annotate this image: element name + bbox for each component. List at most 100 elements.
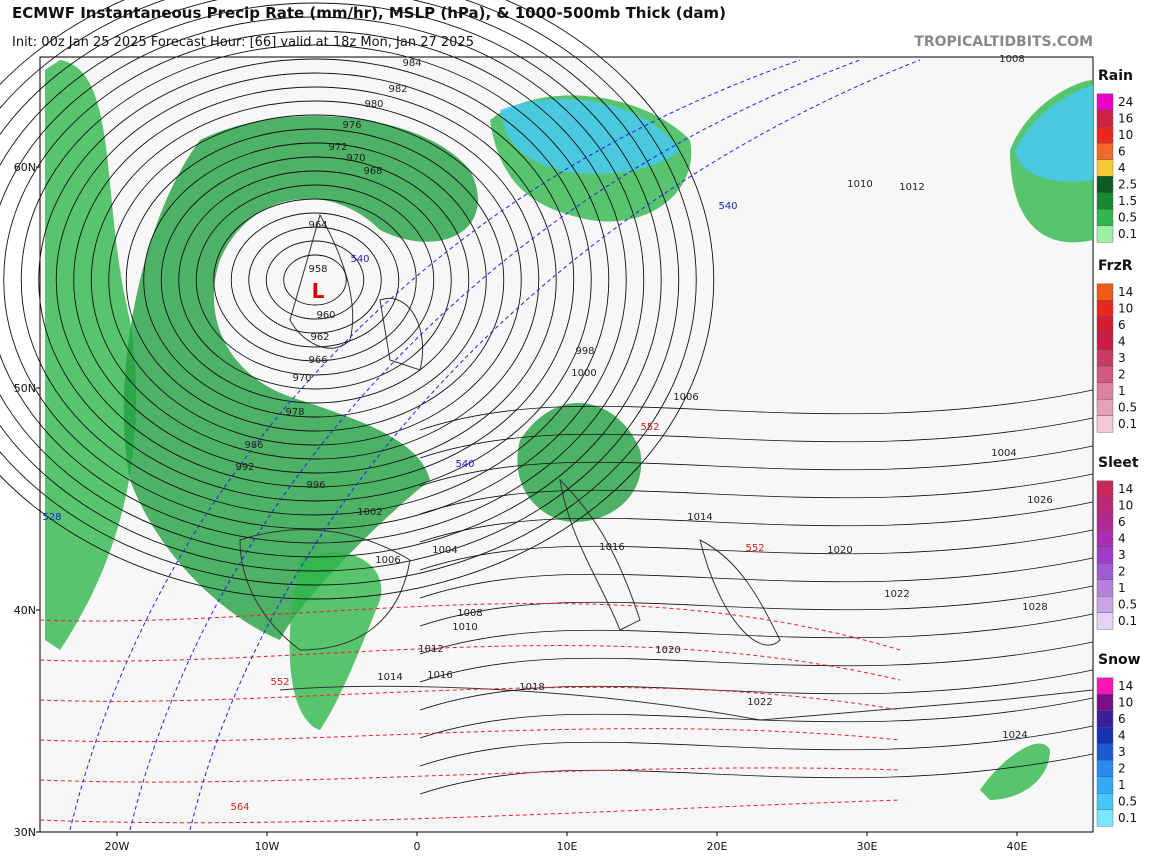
precip-area: [289, 552, 382, 730]
legend-swatch: [1096, 612, 1114, 630]
lat-label: 60N: [14, 161, 36, 174]
legend-tick-label: 2: [1118, 368, 1126, 382]
contour-label: 1016: [599, 542, 624, 553]
contour-label: 978: [285, 407, 304, 418]
contour-label: 564: [230, 802, 249, 813]
legend-swatch: [1096, 283, 1114, 301]
legend-swatch: [1096, 793, 1114, 810]
thickness-line: [39, 767, 901, 783]
legend-swatch: [1096, 809, 1114, 827]
contour-label: 540: [718, 201, 737, 212]
legend-swatch: [1096, 497, 1114, 514]
legend-tick-label: 0.1: [1118, 227, 1137, 241]
legend-tick-label: 2: [1118, 762, 1126, 776]
isobar: [419, 557, 1094, 599]
contour-label: 1006: [673, 392, 698, 403]
isobar: [419, 725, 1094, 767]
title: ECMWF Instantaneous Precip Rate (mm/hr),…: [12, 4, 726, 22]
legend-tick-label: 10: [1118, 302, 1133, 316]
contour-label: 540: [455, 459, 474, 470]
contour-label: 528: [42, 512, 61, 523]
contour-label: 980: [364, 99, 383, 110]
lon-label: 40E: [1007, 840, 1028, 853]
contour-label: 958: [308, 264, 327, 275]
legend-tick-label: 0.1: [1118, 811, 1137, 825]
lat-label: 30N: [14, 826, 36, 839]
legend-tick-label: 4: [1118, 532, 1126, 546]
precip-area: [980, 743, 1050, 800]
thickness-line: [39, 728, 901, 743]
contour-label: 1012: [899, 182, 924, 193]
legend-swatch: [1096, 126, 1114, 144]
map-layer: [0, 0, 1094, 831]
lon-label: 30E: [857, 840, 878, 853]
precip-area: [1015, 85, 1093, 182]
isobar: [419, 697, 1094, 739]
contour-label: 1008: [457, 608, 482, 619]
watermark: TROPICALTIDBITS.COM: [914, 34, 1093, 50]
legend-tick-label: 2.5: [1118, 178, 1137, 192]
legend-tick-label: 6: [1118, 145, 1126, 159]
legend-swatch: [1096, 760, 1114, 777]
contour-label: 1010: [847, 179, 872, 190]
isobar: [419, 585, 1094, 627]
legend-tick-label: 10: [1118, 696, 1133, 710]
contour-label: 992: [235, 462, 254, 473]
legend-swatch: [1096, 530, 1114, 547]
lon-label: 0: [414, 840, 421, 853]
legend-tick-label: 0.5: [1118, 401, 1137, 415]
contour-label: 1010: [452, 622, 477, 633]
isobar: [90, 100, 540, 460]
contour-label: 1000: [571, 368, 596, 379]
legend-tick-label: 1: [1118, 778, 1126, 792]
isobar: [0, 0, 697, 586]
legend-tick-label: 0.5: [1118, 795, 1137, 809]
legend-tick-label: 3: [1118, 351, 1126, 365]
contour-label: 964: [308, 220, 327, 231]
isobar: [0, 0, 715, 600]
isobar: [108, 114, 522, 446]
isobar: [248, 226, 382, 334]
isobar: [0, 2, 662, 558]
legend-swatch: [1096, 694, 1114, 711]
legend-swatch: [1096, 176, 1114, 193]
isobar: [143, 142, 487, 418]
contour-label: 996: [306, 480, 325, 491]
contour-label: 1006: [375, 555, 400, 566]
contour-label: 1008: [999, 54, 1024, 65]
isobar: [213, 198, 417, 362]
coastline: [559, 478, 641, 631]
coastline: [699, 539, 781, 646]
legend-tick-label: 1: [1118, 384, 1126, 398]
thickness-line: [69, 59, 801, 831]
legend-title: Sleet: [1098, 455, 1139, 471]
isobar: [283, 254, 347, 306]
lon-label: 10W: [255, 840, 280, 853]
legend-tick-label: 1: [1118, 581, 1126, 595]
contour-label: 1016: [427, 670, 452, 681]
contour-label: 1024: [1002, 730, 1027, 741]
contour-label: 976: [342, 120, 361, 131]
contour-label: 1004: [991, 448, 1016, 459]
isobar: [0, 16, 645, 544]
contour-label: 970: [292, 373, 311, 384]
contour-label: 1026: [1027, 495, 1052, 506]
isobar: [419, 753, 1094, 795]
legend-swatch: [1096, 415, 1114, 433]
coastline: [289, 213, 354, 349]
coastline: [279, 685, 1094, 721]
thickness-line: [39, 686, 901, 711]
contour-label: 1022: [747, 697, 772, 708]
legend-swatch: [1096, 143, 1114, 160]
contour-label: 982: [388, 84, 407, 95]
isobar: [419, 641, 1094, 683]
legend-tick-label: 0.5: [1118, 598, 1137, 612]
lon-label: 20W: [105, 840, 130, 853]
contour-label: 972: [328, 142, 347, 153]
legend-tick-label: 3: [1118, 745, 1126, 759]
legend-swatch: [1096, 727, 1114, 744]
legend-tick-label: 14: [1118, 285, 1133, 299]
isobar: [419, 473, 1094, 515]
legend-tick-label: 6: [1118, 712, 1126, 726]
